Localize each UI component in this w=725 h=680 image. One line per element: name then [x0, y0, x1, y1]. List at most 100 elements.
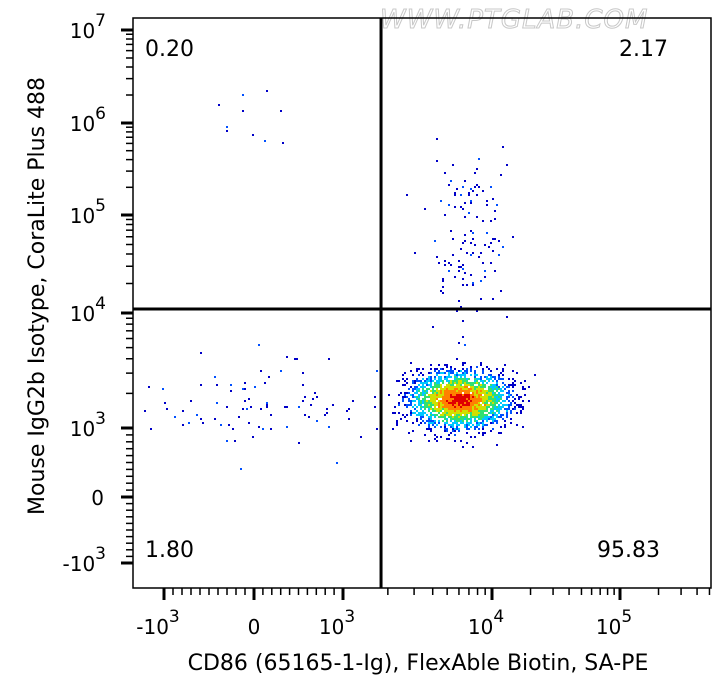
event-dot — [468, 422, 470, 424]
event-dot — [490, 242, 492, 244]
event-dot — [484, 418, 486, 420]
event-dot — [408, 398, 410, 400]
event-dot — [480, 362, 482, 364]
event-dot — [428, 424, 430, 426]
event-dot — [478, 384, 480, 386]
event-dot — [454, 206, 456, 208]
event-dot — [460, 410, 462, 412]
event-dot — [498, 388, 500, 390]
event-dot — [420, 414, 422, 416]
event-dot — [448, 204, 450, 206]
event-dot — [444, 412, 446, 414]
x-tick-label: -103 — [136, 607, 180, 639]
event-dot — [450, 376, 452, 378]
event-dot — [432, 410, 434, 412]
event-dot — [496, 398, 498, 400]
event-dot — [502, 374, 504, 376]
event-dot — [446, 402, 448, 404]
event-dot — [484, 270, 486, 272]
event-dot — [484, 414, 486, 416]
event-dot — [420, 404, 422, 406]
event-dot — [302, 384, 304, 386]
event-dot — [448, 404, 450, 406]
event-dot — [444, 214, 446, 216]
event-dot — [416, 390, 418, 392]
event-dot — [446, 394, 448, 396]
event-dot — [408, 404, 410, 406]
event-dot — [486, 406, 488, 408]
event-dot — [414, 392, 416, 394]
event-dot — [430, 380, 432, 382]
event-dot — [472, 252, 474, 254]
event-dot — [450, 370, 452, 372]
y-tick-label: 105 — [70, 196, 106, 228]
event-dot — [412, 406, 414, 408]
event-dot — [232, 428, 234, 430]
event-dot — [432, 404, 434, 406]
event-dot — [442, 404, 444, 406]
event-dot — [434, 434, 436, 436]
event-dot — [426, 382, 428, 384]
event-dot — [420, 372, 422, 374]
event-dot — [412, 390, 414, 392]
event-dot — [454, 412, 456, 414]
event-dot — [486, 200, 488, 202]
event-dot — [480, 364, 482, 366]
event-dot — [472, 412, 474, 414]
event-dot — [512, 408, 514, 410]
event-dot — [446, 404, 448, 406]
event-dot — [460, 422, 462, 424]
event-dot — [424, 412, 426, 414]
event-dot — [416, 380, 418, 382]
event-dot — [480, 416, 482, 418]
event-dot — [500, 372, 502, 374]
event-dot — [216, 402, 218, 404]
event-dot — [486, 204, 488, 206]
event-dot — [472, 408, 474, 410]
event-dot — [266, 402, 268, 404]
event-dot — [470, 398, 472, 400]
event-dot — [456, 416, 458, 418]
event-dot — [424, 402, 426, 404]
event-dot — [442, 286, 444, 288]
event-dot — [418, 368, 420, 370]
event-dot — [456, 412, 458, 414]
event-dot — [470, 410, 472, 412]
event-dot — [444, 426, 446, 428]
event-dot — [484, 384, 486, 386]
event-dot — [434, 410, 436, 412]
event-dot — [476, 400, 478, 402]
event-dot — [298, 442, 300, 444]
event-dot — [478, 418, 480, 420]
event-dot — [520, 410, 522, 412]
event-dot — [470, 412, 472, 414]
event-dot — [296, 358, 298, 360]
event-dot — [402, 384, 404, 386]
event-dot — [430, 368, 432, 370]
event-dot — [464, 216, 466, 218]
event-dot — [462, 422, 464, 424]
event-dot — [446, 378, 448, 380]
event-dot — [304, 396, 306, 398]
event-dot — [492, 404, 494, 406]
event-dot — [448, 398, 450, 400]
event-dot — [448, 270, 450, 272]
event-dot — [418, 400, 420, 402]
event-dot — [254, 386, 256, 388]
event-dot — [490, 394, 492, 396]
event-dot — [494, 408, 496, 410]
event-dot — [506, 404, 508, 406]
event-dot — [492, 420, 494, 422]
event-dot — [472, 400, 474, 402]
event-dot — [410, 402, 412, 404]
event-dot — [428, 420, 430, 422]
event-dot — [250, 406, 252, 408]
event-dot — [486, 366, 488, 368]
event-dot — [458, 386, 460, 388]
event-dot — [404, 384, 406, 386]
event-dot — [466, 424, 468, 426]
event-dot — [452, 400, 454, 402]
event-dot — [466, 392, 468, 394]
event-dot — [460, 398, 462, 400]
event-dot — [336, 462, 338, 464]
